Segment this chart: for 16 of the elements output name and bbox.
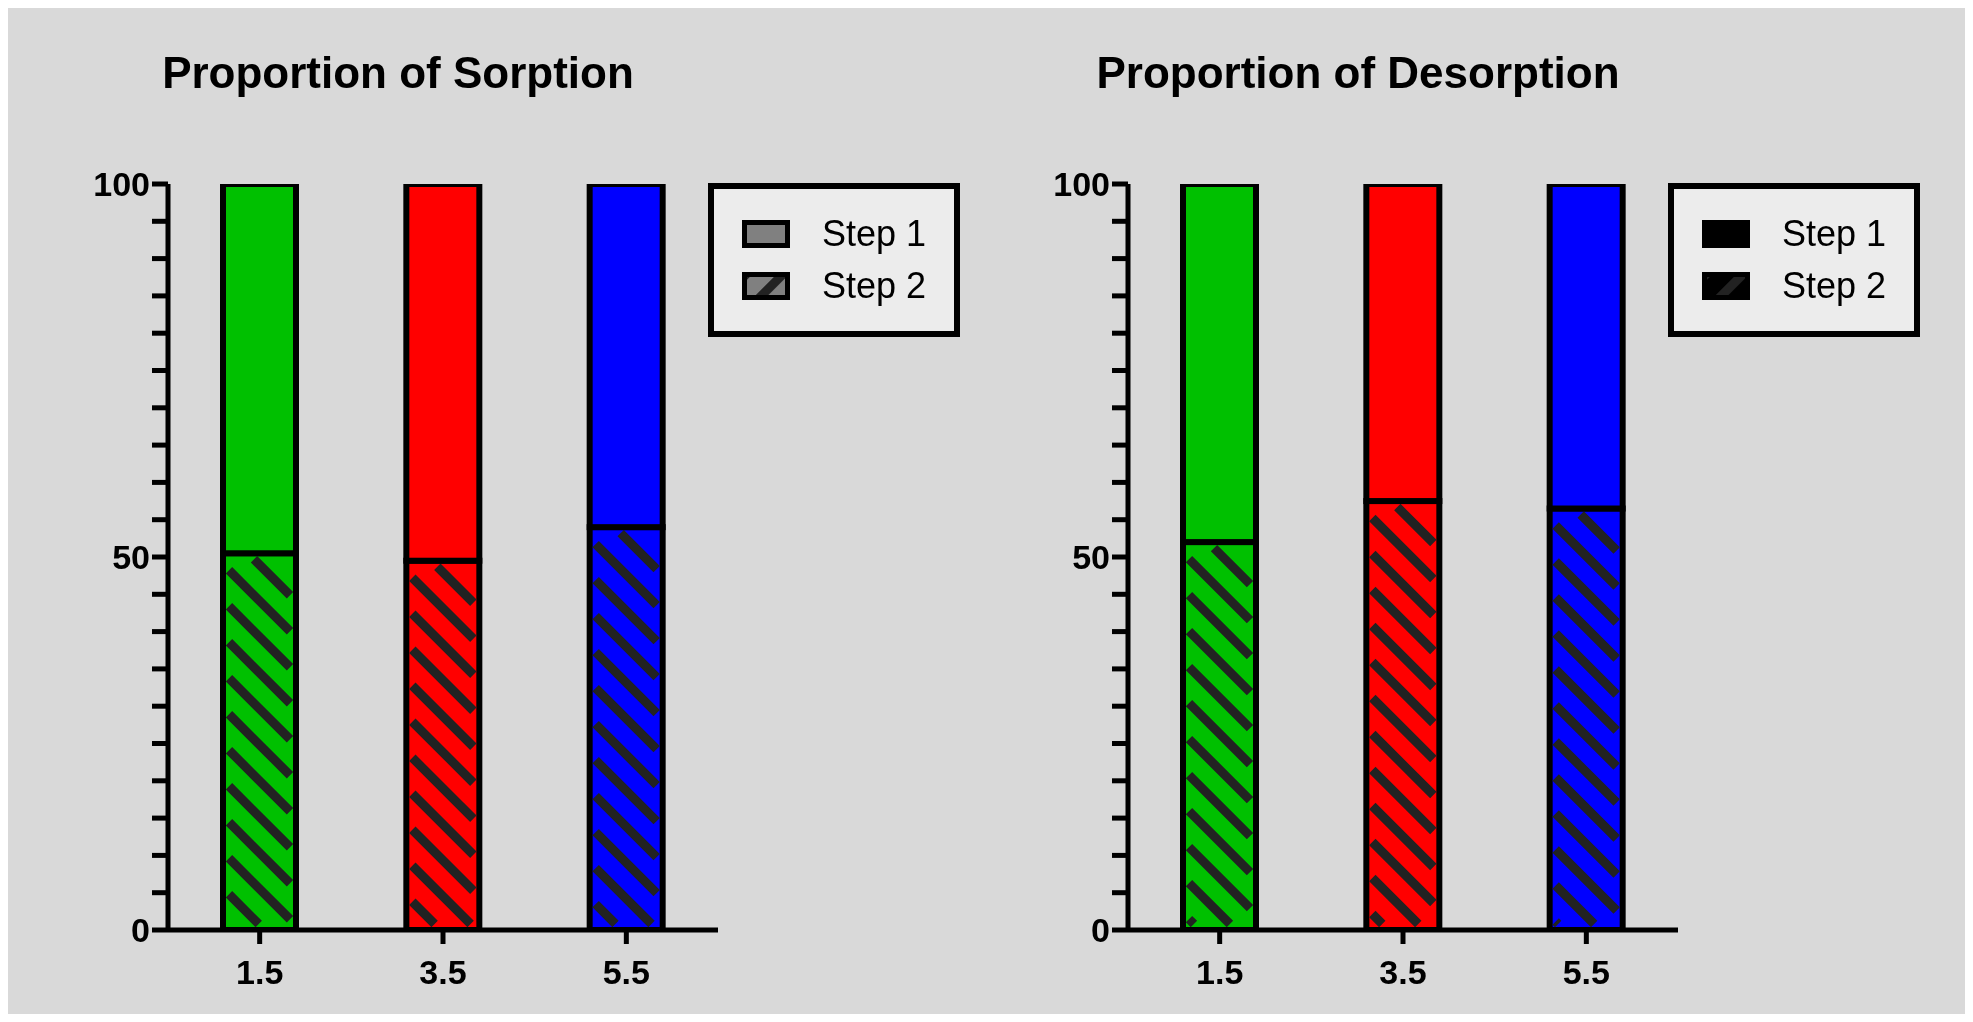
x-tick-label: 3.5 [1379,953,1427,992]
x-tick-label: 5.5 [602,953,650,992]
y-tick-label: 0 [1091,911,1110,950]
y-tick-label: 0 [131,911,150,950]
x-tick-label: 1.5 [236,953,284,992]
y-tick-label: 50 [112,538,150,577]
x-tick-label: 1.5 [1196,953,1244,992]
legend-box: Step 1 Step 2 [708,183,961,337]
y-tick-label: 50 [1072,538,1110,577]
y-tick-label: 100 [1053,165,1110,204]
x-tick-label: 5.5 [1562,953,1610,992]
chart-title: Proportion of Sorption [161,48,635,98]
x-tick-label: 3.5 [419,953,467,992]
y-tick-label: 100 [93,165,150,204]
legend-box: Step 1 Step 2 [1668,183,1921,337]
chart-title: Proportion of Desorption [1095,48,1621,98]
